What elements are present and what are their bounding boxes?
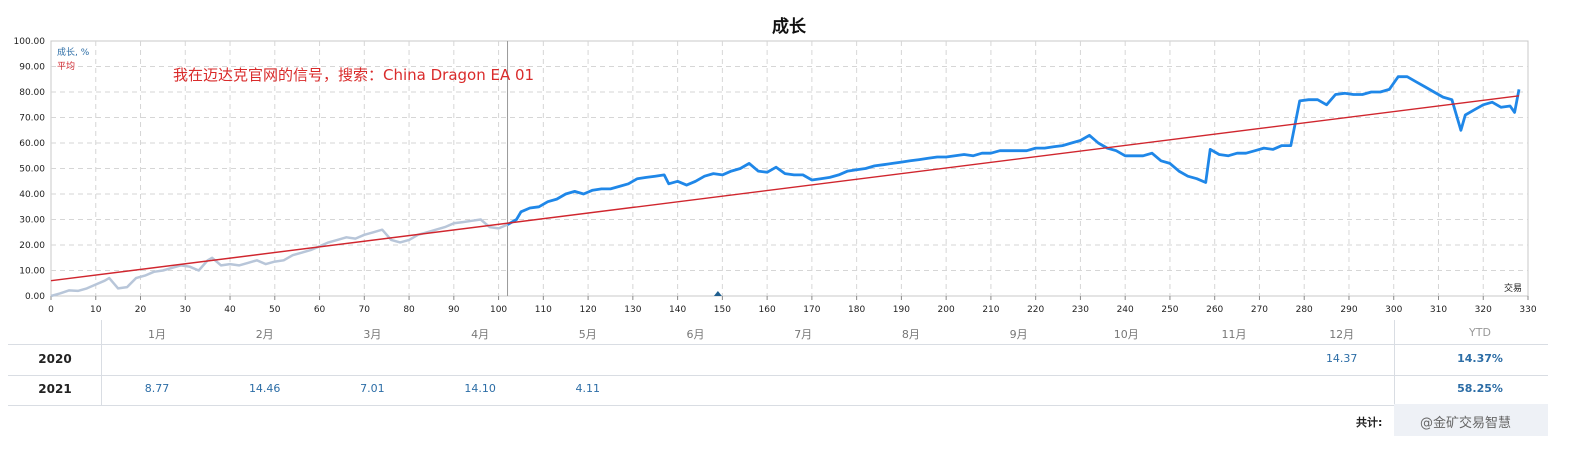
x-tick-label: 160 [759,305,776,315]
x-tick-label: 10 [90,305,102,315]
x-tick-label: 20 [135,305,147,315]
legend-growth: 成长, % [57,46,90,58]
x-tick-label: 260 [1206,305,1223,315]
month-value: 7.01 [360,382,385,395]
x-tick-label: 170 [803,305,820,315]
x-tick-label: 290 [1340,305,1357,315]
month-header: 12月 [1329,328,1355,341]
x-tick-label: 190 [893,305,910,315]
x-tick-label: 90 [448,305,460,315]
watermark: @金矿交易智慧 [1420,416,1512,431]
legend-average: 平均 [57,60,75,72]
x-axis-label: 交易 [1504,282,1522,294]
x-tick-label: 270 [1251,305,1268,315]
x-tick-label: 280 [1296,305,1313,315]
table-divider [8,344,1548,345]
month-header: 6月 [686,328,705,341]
x-tick-label: 180 [848,305,865,315]
y-tick-label: 90.00 [19,63,45,73]
table-divider [8,405,1548,406]
month-header: 2月 [255,328,274,341]
total-label: 共计: [1356,416,1383,429]
chart-annotation: 我在迈达克官网的信号，搜索：China Dragon EA 01 [173,66,534,84]
ytd-header: YTD [1469,326,1491,339]
year-label: 2021 [38,382,72,396]
x-tick-label: 300 [1385,305,1402,315]
y-tick-label: 40.00 [19,190,45,200]
chart-title: 成长 [772,17,806,37]
table-divider [1394,320,1395,405]
x-tick-label: 100 [490,305,507,315]
x-tick-label: 220 [1027,305,1044,315]
x-tick-label: 50 [269,305,281,315]
x-tick-label: 130 [624,305,641,315]
y-tick-label: 20.00 [19,241,45,251]
month-value: 14.46 [248,382,281,395]
month-header: 11月 [1221,328,1247,341]
x-tick-label: 60 [314,305,326,315]
y-tick-label: 60.00 [19,139,45,149]
table-row: 2020 14.37 14.37% [8,352,1548,376]
series [50,75,1521,298]
month-value: 4.11 [575,382,601,395]
y-tick-label: 10.00 [19,267,45,277]
month-header: 5月 [578,328,597,341]
x-tick-label: 40 [224,305,236,315]
month-header: 8月 [901,328,920,341]
y-tick-label: 0.00 [25,292,45,302]
month-header: 4月 [471,328,490,341]
ytd-value: 58.25% [1457,382,1503,395]
month-value: 14.37 [1325,352,1358,365]
y-tick-label: 50.00 [19,165,45,175]
month-value: 8.77 [144,382,170,395]
y-tick-label: 80.00 [19,88,45,98]
x-tick-label: 80 [403,305,415,315]
total-box [1394,404,1548,436]
month-header: 7月 [794,328,813,341]
x-tick-label: 30 [180,305,192,315]
growth-line-history [50,218,508,298]
legend: 成长, % 平均我在迈达克官网的信号，搜索：China Dragon EA 01 [57,46,534,84]
growth-chart: 0.00 10.00 20.00 30.00 40.00 50.00 60.00 70.00 8… [14,37,1537,315]
x-tick-label: 240 [1117,305,1134,315]
average-line [50,95,1520,282]
x-tick-label: 200 [938,305,955,315]
month-header: 10月 [1113,328,1139,341]
x-tick-label: 320 [1475,305,1492,315]
table-divider [101,320,102,405]
ytd-value: 14.37% [1457,352,1503,365]
x-tick-label: 150 [714,305,731,315]
table-header-row: 1月 2月 3月 4月 5月 6月 7月 8月 9月 10月 11月 12月 YTD [8,326,1548,346]
x-tick-label: 230 [1072,305,1089,315]
growth-line [506,75,1521,226]
x-tick-label: 120 [579,305,596,315]
x-tick-label: 70 [359,305,371,315]
x-tick-label: 330 [1519,305,1536,315]
x-tick-label: 0 [48,305,54,315]
y-tick-label: 30.00 [19,216,45,226]
month-header: 1月 [148,328,166,341]
month-value: 14.10 [464,382,496,395]
month-header: 3月 [363,328,382,341]
x-tick-label: 310 [1430,305,1447,315]
grid [50,40,1529,297]
x-tick-label: 250 [1161,305,1178,315]
x-tick-label: 210 [982,305,999,315]
table-divider [8,375,1548,376]
trade-marker [713,291,722,296]
y-tick-label: 100.00 [14,37,46,47]
month-header: 9月 [1009,328,1028,341]
y-tick-label: 70.00 [19,114,45,124]
table-row: 2021 8.77 14.46 7.01 14.10 4.11 58.25% [8,382,1548,406]
x-tick-label: 110 [535,305,552,315]
year-label: 2020 [38,352,72,366]
x-tick-label: 140 [669,305,686,315]
axes: 0.00 10.00 20.00 30.00 40.00 50.00 60.00 70.00 8… [14,37,1537,315]
